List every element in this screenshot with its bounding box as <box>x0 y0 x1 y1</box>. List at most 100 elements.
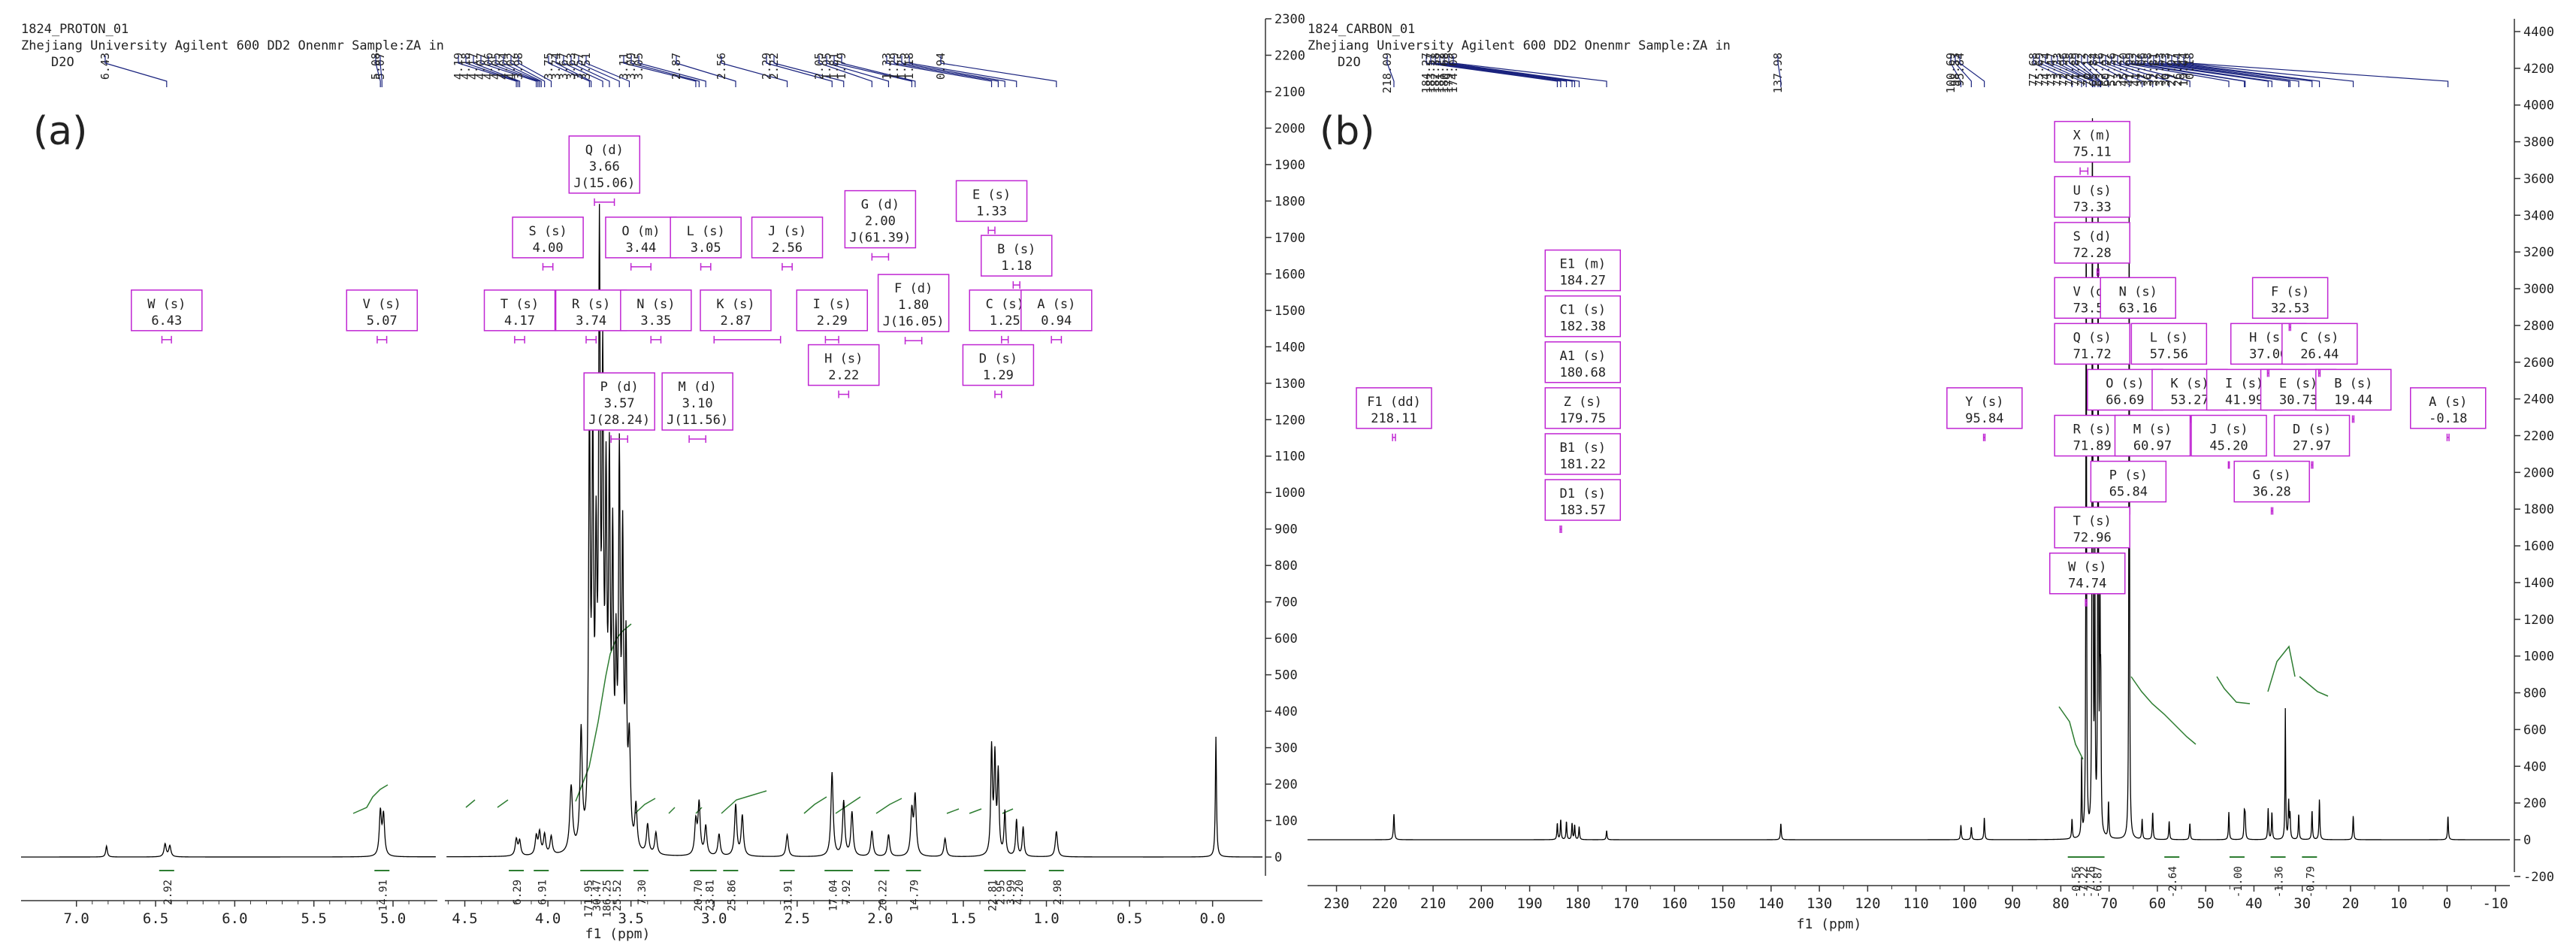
multiplet-box <box>1544 295 1622 338</box>
multiplet-box-text: Q (s) <box>2073 330 2112 345</box>
panel-a-header-line-2: Zhejiang University Agilent 600 DD2 Onen… <box>21 38 444 53</box>
multiplet-box <box>2054 120 2130 163</box>
multiplet-box-text: I (s) <box>813 297 851 312</box>
multiplet-box <box>796 289 869 332</box>
multiplet-box-text: 3.66 <box>589 159 620 174</box>
multiplet-box-text: 95.84 <box>1965 411 2003 426</box>
peak-leader-line <box>2057 56 2094 87</box>
peak-shift-label: 3.74 <box>549 53 563 80</box>
multiplet-box-text: 2.56 <box>772 241 803 256</box>
multiplet-box <box>1020 289 1093 332</box>
y-tick-label: 2800 <box>2523 319 2554 334</box>
multiplet-box-text: 26.44 <box>2300 347 2339 362</box>
multiplet-box <box>2410 387 2487 429</box>
multiplet-box <box>346 289 419 332</box>
integral-value: 3.99 <box>1005 880 1017 905</box>
peak-shift-label: 4.17 <box>467 53 480 80</box>
multiplet-box-text: 180.68 <box>1560 365 1606 380</box>
peak-leader-line <box>1955 56 1972 87</box>
multiplet-box-text: 4.17 <box>504 313 535 329</box>
peak-leader-line <box>940 56 1057 87</box>
x-tick-label: 100 <box>1952 895 1977 912</box>
peak-shift-label: 95.84 <box>1953 53 1967 86</box>
y-tick-label: 300 <box>1274 741 1298 756</box>
multiplet-box-text: 71.72 <box>2073 347 2112 362</box>
peak-leader-line <box>1444 56 1576 87</box>
peak-leader-line <box>638 56 706 87</box>
peak-shift-label: 26.44 <box>2171 53 2184 86</box>
multiplet-box-text: B1 (s) <box>1560 441 1606 456</box>
peak-shift-label: 4.06 <box>482 53 495 80</box>
peak-leader-line <box>2063 56 2096 87</box>
multiplet-box-text: 2.29 <box>817 313 848 329</box>
y-tick-label: 4000 <box>2523 98 2554 114</box>
y-tick-label: 200 <box>1274 777 1298 792</box>
peak-leader-line <box>1439 56 1573 87</box>
multiplet-box <box>844 189 917 249</box>
peak-leader-line <box>2171 56 2313 87</box>
peak-leader-line <box>893 56 999 87</box>
spectrum-trace <box>446 204 1262 858</box>
multiplet-box <box>2233 460 2310 503</box>
multiplet-box-text: T (s) <box>2073 514 2112 529</box>
x-tick-label: 60 <box>2148 895 2166 912</box>
peak-shift-label: 2.56 <box>715 53 728 80</box>
peak-shift-label: 4.19 <box>452 53 465 80</box>
peak-leader-line <box>2135 56 2246 87</box>
multiplet-box-text: J (s) <box>2209 422 2248 438</box>
peak-shift-label: 184.27 <box>1420 53 1433 93</box>
y-tick-label: 2400 <box>2523 392 2554 407</box>
y-tick-label: 800 <box>2523 686 2547 701</box>
x-tick-label: 4.0 <box>535 910 561 927</box>
multiplet-box-text: A (s) <box>2429 395 2467 410</box>
integral-value: 2.95 <box>996 880 1008 905</box>
peak-leader-line <box>104 56 168 87</box>
peak-shift-label: 3.57 <box>572 53 585 80</box>
peak-leader-line <box>495 56 540 87</box>
multiplet-box-text: I (s) <box>2225 376 2263 391</box>
multiplet-box <box>1544 249 1622 292</box>
peak-shift-label: 2.05 <box>812 53 826 80</box>
multiplet-box-text: 3.74 <box>576 313 606 329</box>
peak-shift-label: 77.68 <box>2027 53 2040 86</box>
multiplet-box <box>1946 387 2023 429</box>
peak-shift-label: 41.82 <box>2129 53 2142 86</box>
integral-curve <box>835 796 861 814</box>
y-tick-label: 1800 <box>2523 502 2554 517</box>
integral-curve <box>946 808 1014 814</box>
multiplet-box <box>131 289 203 332</box>
peak-leader-line <box>2045 56 2087 87</box>
peak-shift-label: 0.94 <box>934 53 948 80</box>
multiplet-box <box>2054 222 2130 264</box>
integral-curve <box>352 784 389 814</box>
peak-leader-line <box>1386 56 1395 87</box>
x-tick-label: 40 <box>2245 895 2263 912</box>
x-tick-label: 170 <box>1613 895 1639 912</box>
multiplet-box-text: 60.97 <box>2133 439 2172 454</box>
x-tick-label: 5.5 <box>301 910 327 927</box>
peak-shift-label: 70.12 <box>2081 53 2094 86</box>
integral-value: 22.81 <box>987 880 999 911</box>
multiplet-box-text: D (s) <box>2293 422 2331 438</box>
integral-curve <box>465 799 509 808</box>
y-tick-label: 2300 <box>1274 12 1305 27</box>
y-tick-label: 1900 <box>1274 158 1305 173</box>
multiplet-box <box>700 289 772 332</box>
peak-shift-label: 4.07 <box>474 53 488 80</box>
y-tick-label: 1200 <box>1274 413 1305 428</box>
y-tick-label: 2100 <box>1274 85 1305 100</box>
multiplet-box-text: R (s) <box>572 297 610 312</box>
x-tick-label: 230 <box>1323 895 1349 912</box>
peak-leader-line <box>2177 56 2321 87</box>
multiplet-box-text: N (s) <box>2119 284 2157 299</box>
multiplet-box-text: C (s) <box>986 297 1024 312</box>
x-tick-label: 2.0 <box>867 910 893 927</box>
multiplet-box-text: J(11.56) <box>667 413 728 428</box>
multiplet-box <box>807 344 880 386</box>
panel-b-header-line-2: Zhejiang University Agilent 600 DD2 Onen… <box>1308 38 1731 53</box>
peak-shift-label: 183.57 <box>1424 53 1438 93</box>
multiplet-box-text: A1 (s) <box>1560 349 1606 364</box>
peak-leader-line <box>2189 56 2449 87</box>
panel-b-label: (b) <box>1320 109 1375 154</box>
